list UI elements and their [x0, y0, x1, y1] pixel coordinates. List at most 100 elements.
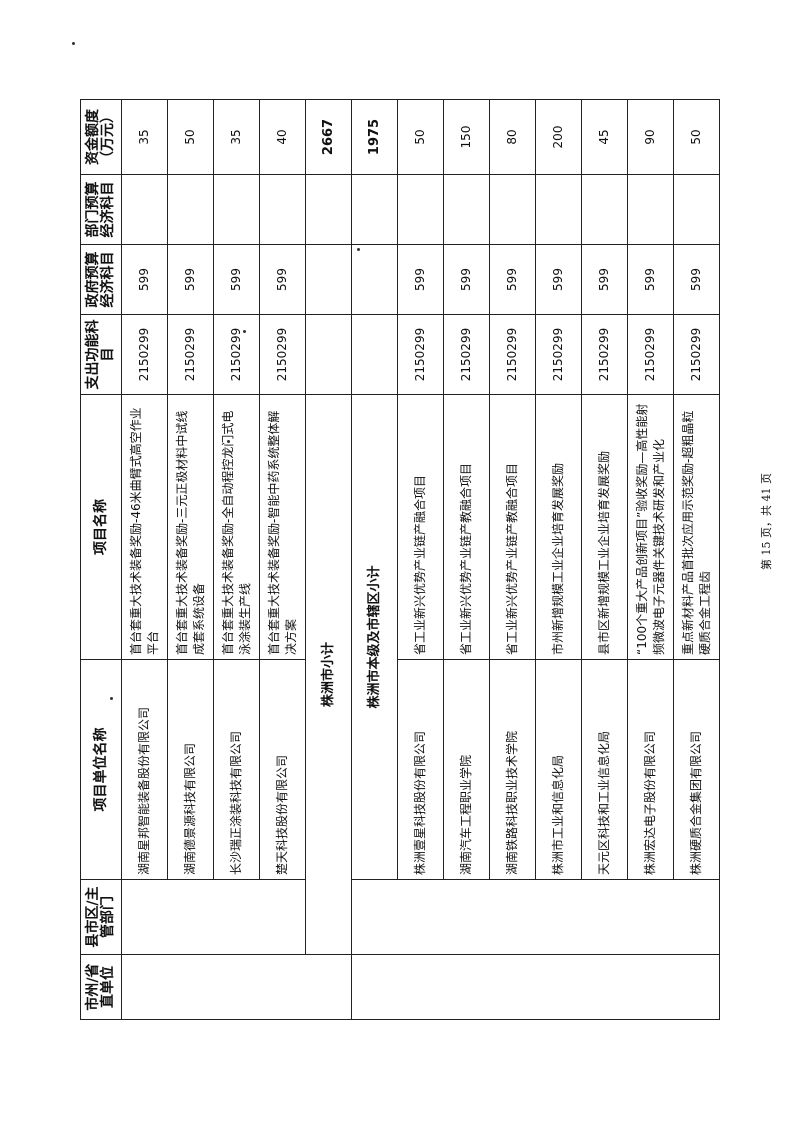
gov-code — [305, 244, 352, 315]
project-name: 省工业新兴优势产业链产教融合项目 — [443, 394, 490, 660]
project-name: 首台套重大技术装备奖励-三元正极材料中试线成套系统设备 — [167, 394, 214, 660]
dept-code — [535, 174, 582, 245]
amount: 50 — [673, 99, 720, 175]
project-name: 市州新增规模工业企业培育发展奖励 — [535, 394, 582, 660]
project-name: 县市区新增规模工业企业培育发展奖励 — [581, 394, 628, 660]
amount: 200 — [535, 99, 582, 175]
header-county: 县市区/主管部门 — [80, 879, 122, 955]
unit-name: 长沙瑞正涂装科技有限公司 — [213, 659, 260, 880]
dept-code — [443, 174, 490, 245]
scan-speck — [357, 248, 360, 251]
scan-speck — [72, 42, 75, 45]
subtotal-row: 株洲市本级及市辖区小计 1975 — [351, 99, 720, 1020]
funding-table: 市州/省直单位 县市区/主管部门 项目单位名称 项目名称 支出功能科目 政府预算… — [80, 99, 720, 1020]
county-cell — [121, 879, 306, 955]
gov-code: 599 — [259, 244, 306, 315]
unit-name: 湖南星邦智能装备股份有限公司 — [121, 659, 168, 880]
city-cell — [351, 954, 720, 1020]
project-name: 首台套重大技术装备奖励-智能中药系统整体解决方案 — [259, 394, 306, 660]
func-code: 2150299 — [397, 314, 444, 395]
table-row: 湖南星邦智能装备股份有限公司 首台套重大技术装备奖励-46米曲臂式高空作业平台 21… — [121, 99, 352, 1020]
page-footer: 第 15 页，共 41 页 — [760, 473, 773, 570]
gov-code: 599 — [673, 244, 720, 315]
dept-code — [581, 174, 628, 245]
gov-code: 599 — [627, 244, 674, 315]
unit-name: 株洲宏达电子股份有限公司 — [627, 659, 674, 880]
city-cell — [121, 954, 352, 1020]
gov-code: 599 — [121, 244, 168, 315]
unit-name: 株洲硬质合金集团有限公司 — [673, 659, 720, 880]
project-name: 首台套重大技术装备奖励-全自动程控龙门式电泳涂装生产线 — [213, 394, 260, 660]
dept-code — [167, 174, 214, 245]
unit-name: 株洲壹星科技股份有限公司 — [397, 659, 444, 880]
amount: 40 — [259, 99, 306, 175]
amount: 150 — [443, 99, 490, 175]
func-code: 2150299 — [673, 314, 720, 395]
header-amount: 资金额度（万元） — [80, 99, 122, 175]
dept-code — [397, 174, 444, 245]
gov-code: 599 — [581, 244, 628, 315]
gov-code: 599 — [443, 244, 490, 315]
table-header: 市州/省直单位 县市区/主管部门 项目单位名称 项目名称 支出功能科目 政府预算… — [80, 99, 122, 1020]
dept-code — [305, 174, 352, 245]
subtotal-label: 株洲市小计 — [305, 394, 352, 955]
subtotal-label: 株洲市本级及市辖区小计 — [351, 394, 398, 880]
gov-code: 599 — [489, 244, 536, 315]
amount: 90 — [627, 99, 674, 175]
header-func: 支出功能科目 — [80, 314, 122, 395]
header-city: 市州/省直单位 — [80, 954, 122, 1020]
func-code: 2150299 — [167, 314, 214, 395]
dept-code — [259, 174, 306, 245]
header-dept: 部门预算经济科目 — [80, 174, 122, 245]
project-name: 首台套重大技术装备奖励-46米曲臂式高空作业平台 — [121, 394, 168, 660]
gov-code: 599 — [213, 244, 260, 315]
func-code: 2150299 — [581, 314, 628, 395]
amount: 80 — [489, 99, 536, 175]
unit-name: 湖南汽车工程职业学院 — [443, 659, 490, 880]
func-code: 2150299 — [213, 314, 260, 395]
func-code — [351, 314, 398, 395]
gov-code: 599 — [167, 244, 214, 315]
scan-speck — [227, 440, 230, 443]
func-code — [305, 314, 352, 395]
func-code: 2150299 — [121, 314, 168, 395]
amount: 45 — [581, 99, 628, 175]
rotated-page: 市州/省直单位 县市区/主管部门 项目单位名称 项目名称 支出功能科目 政府预算… — [80, 99, 780, 1020]
amount: 35 — [121, 99, 168, 175]
dept-code — [213, 174, 260, 245]
scan-speck — [110, 697, 113, 700]
dept-code — [673, 174, 720, 245]
amount: 35 — [213, 99, 260, 175]
header-gov: 政府预算经济科目 — [80, 244, 122, 315]
func-code: 2150299 — [535, 314, 582, 395]
gov-code — [351, 244, 398, 315]
county-cell — [351, 879, 720, 955]
subtotal-amount: 1975 — [351, 99, 398, 175]
unit-name: 楚天科技股份有限公司 — [259, 659, 306, 880]
project-name: “100个重大产品创新项目”验收奖励—高性能射频微波电子元器件关键技术研发和产业… — [627, 394, 674, 660]
subtotal-amount: 2667 — [305, 99, 352, 175]
func-code: 2150299 — [489, 314, 536, 395]
func-code: 2150299 — [627, 314, 674, 395]
func-code: 2150299 — [259, 314, 306, 395]
project-name: 重点新材料产品首批次应用示范奖励-超粗晶粒硬质合金工程齿 — [673, 394, 720, 660]
amount: 50 — [397, 99, 444, 175]
project-name: 省工业新兴优势产业链产融合项目 — [397, 394, 444, 660]
header-unit: 项目单位名称 — [80, 659, 122, 880]
dept-code — [489, 174, 536, 245]
header-project: 项目名称 — [80, 394, 122, 660]
unit-name: 湖南铁路科技职业技术学院 — [489, 659, 536, 880]
amount: 50 — [167, 99, 214, 175]
gov-code: 599 — [535, 244, 582, 315]
gov-code: 599 — [397, 244, 444, 315]
dept-code — [121, 174, 168, 245]
unit-name: 天元区科技和工业信息化局 — [581, 659, 628, 880]
unit-name: 株洲市工业和信息化局 — [535, 659, 582, 880]
scan-speck — [243, 330, 246, 333]
unit-name: 湖南德景源科技有限公司 — [167, 659, 214, 880]
subtotal-row: 株洲市小计 2667 — [305, 99, 352, 1020]
project-name: 省工业新兴优势产业链产教融合项目 — [489, 394, 536, 660]
func-code: 2150299 — [443, 314, 490, 395]
dept-code — [627, 174, 674, 245]
dept-code — [351, 174, 398, 245]
